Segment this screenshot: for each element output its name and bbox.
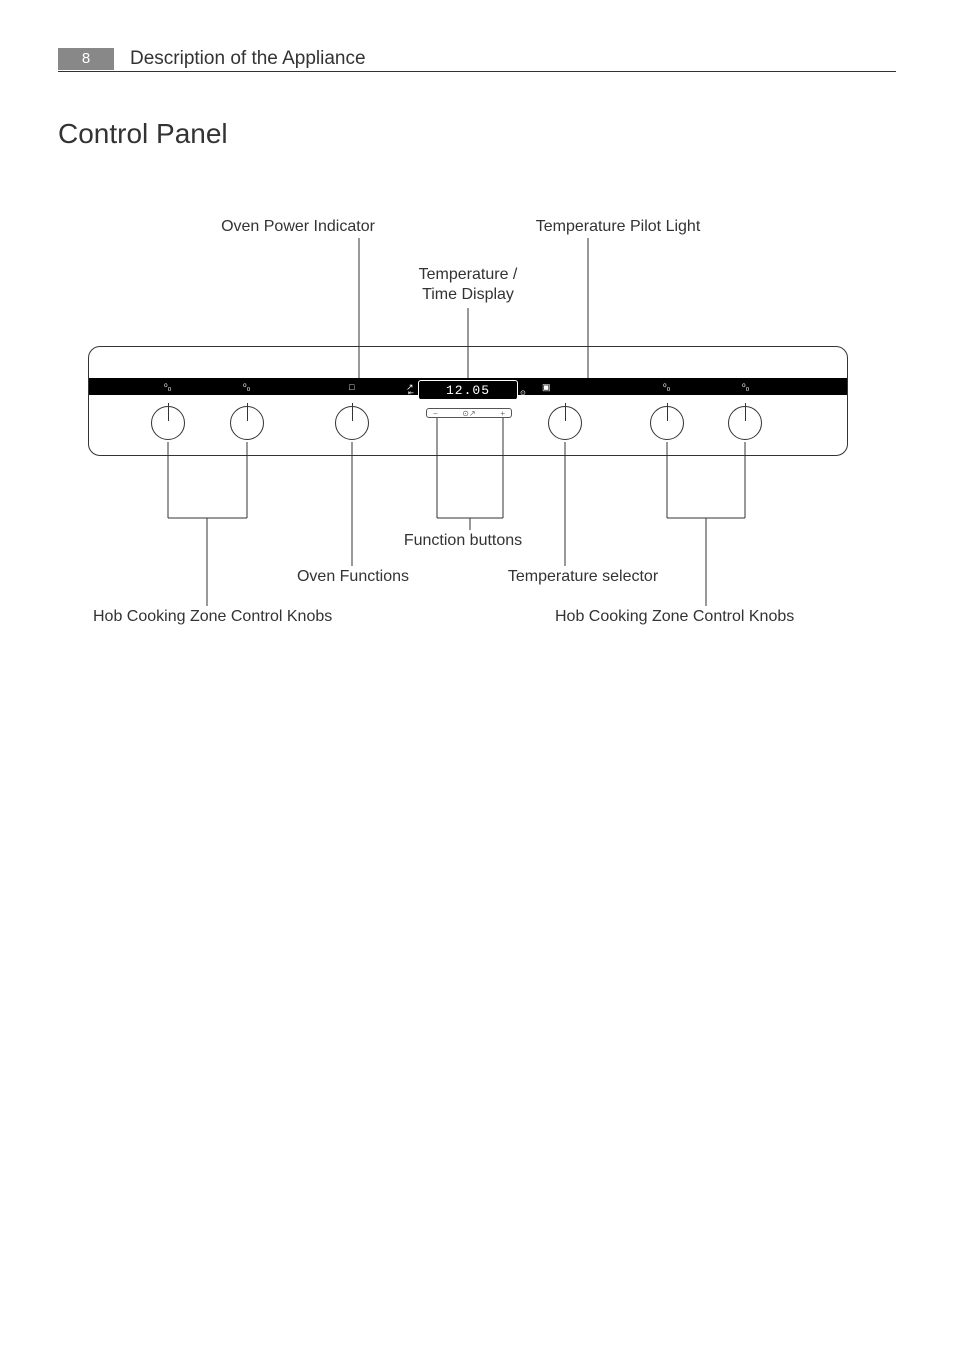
hob-zone-glyph-icon: ⁰₀: [742, 381, 749, 393]
header-breadcrumb: Description of the Appliance: [130, 48, 366, 70]
page-number: 8: [82, 50, 90, 67]
label-temperature-selector: Temperature selector: [508, 568, 658, 586]
hob-zone-glyph-icon: ⁰₀: [164, 381, 171, 393]
label-temp-time-display-l1: Temperature /: [419, 266, 518, 284]
oven-functions-knob: [335, 406, 369, 440]
hob-knob-4: [728, 406, 762, 440]
control-panel-diagram: Oven Power Indicator Temperature Pilot L…: [88, 218, 848, 628]
page-number-box: 8: [58, 48, 114, 70]
knob-row: [88, 400, 848, 444]
label-hob-knobs-left: Hob Cooking Zone Control Knobs: [93, 608, 332, 626]
hob-zone-glyph-icon: ⁰₀: [243, 381, 250, 393]
label-function-buttons: Function buttons: [404, 532, 522, 550]
section-title: Control Panel: [58, 118, 228, 150]
display-left-icon: ⇤: [408, 388, 414, 400]
hob-knob-1: [151, 406, 185, 440]
display-time-value: 12.05: [446, 383, 490, 398]
oven-function-square-icon: □: [349, 381, 354, 393]
page-header: 8 Description of the Appliance: [58, 46, 896, 72]
label-oven-functions: Oven Functions: [297, 568, 409, 586]
label-oven-power-indicator: Oven Power Indicator: [221, 218, 375, 236]
temperature-selector-knob: [548, 406, 582, 440]
label-temp-time-display-l2: Time Display: [422, 286, 514, 304]
hob-zone-glyph-icon: ⁰₀: [663, 381, 670, 393]
hob-knob-3: [650, 406, 684, 440]
temperature-pilot-icon: ▣: [542, 381, 551, 393]
display-right-icon: ⊙: [520, 388, 526, 400]
hob-knob-2: [230, 406, 264, 440]
label-hob-knobs-right: Hob Cooking Zone Control Knobs: [555, 608, 794, 626]
time-display: 12.05: [418, 380, 518, 400]
label-temperature-pilot-light: Temperature Pilot Light: [536, 218, 701, 236]
